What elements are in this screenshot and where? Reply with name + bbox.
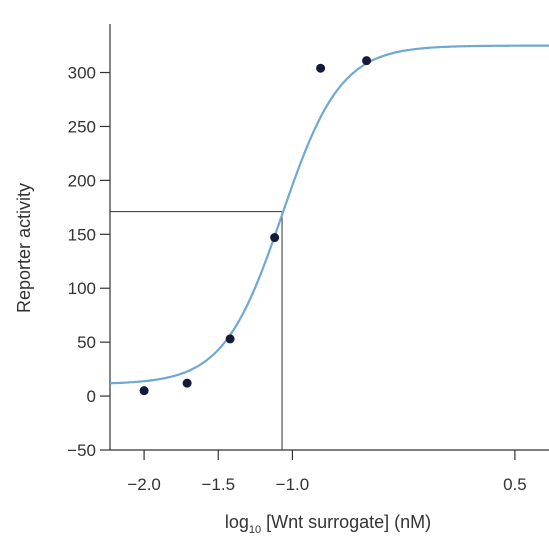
data-point xyxy=(139,386,149,396)
x-axis-label: log10 [Wnt surrogate] (nM) xyxy=(225,512,431,536)
data-point xyxy=(182,378,192,388)
fit-curve xyxy=(109,44,549,385)
ec50-guide-lines xyxy=(110,211,283,450)
y-ticks: −50 0 50 100 150 200 250 300 xyxy=(67,64,110,460)
x-axis-label-suffix: [Wnt surrogate] (nM) xyxy=(261,512,431,532)
y-tick-label: 200 xyxy=(68,171,96,190)
x-tick-label: −2.0 xyxy=(127,475,161,494)
y-tick-label: 150 xyxy=(68,225,96,244)
data-point xyxy=(316,63,326,73)
y-tick-label: 250 xyxy=(68,117,96,136)
y-tick-label: −50 xyxy=(67,441,96,460)
data-point xyxy=(270,233,280,243)
x-tick-label: −1.5 xyxy=(201,475,235,494)
y-tick-label: 300 xyxy=(68,64,96,83)
y-tick-label: 50 xyxy=(77,333,96,352)
x-axis-label-prefix: log xyxy=(225,512,249,532)
x-tick-label: −1.0 xyxy=(276,475,310,494)
data-points xyxy=(139,56,372,396)
data-point xyxy=(225,334,235,344)
axes xyxy=(109,24,549,451)
data-point xyxy=(362,56,372,66)
x-tick-label: 0.5 xyxy=(503,475,527,494)
x-axis-label-subscript: 10 xyxy=(249,524,261,536)
y-tick-label: 100 xyxy=(68,279,96,298)
x-ticks: −2.0 −1.5 −1.0 0.5 xyxy=(127,450,527,494)
y-axis-label: Reporter activity xyxy=(14,183,34,313)
y-tick-label: 0 xyxy=(87,387,96,406)
